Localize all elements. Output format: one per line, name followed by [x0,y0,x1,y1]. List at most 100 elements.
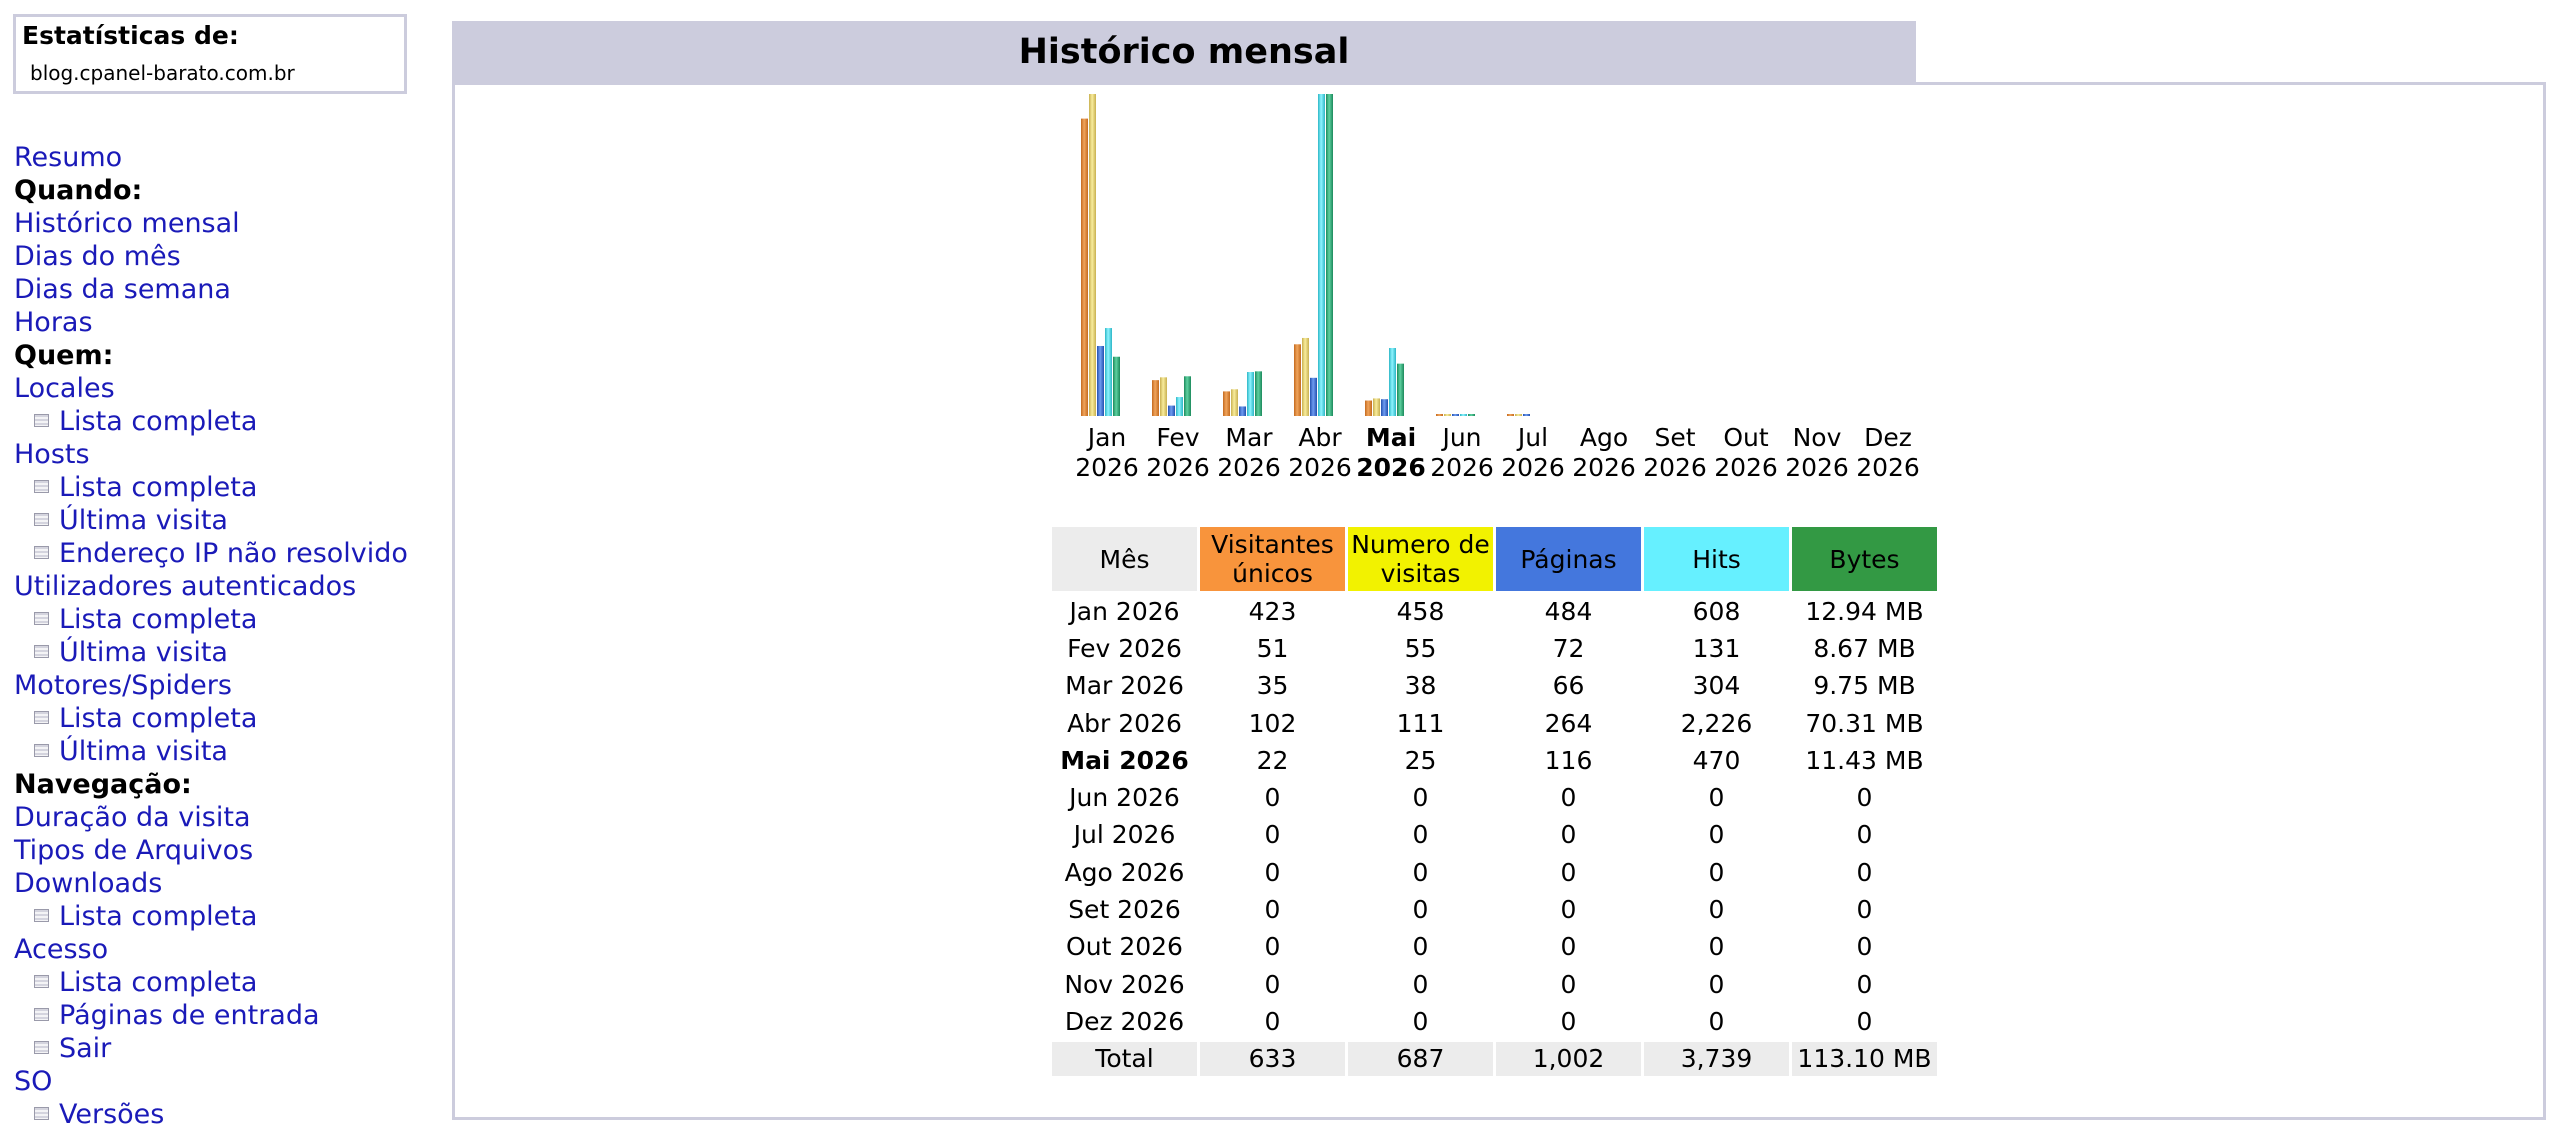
cell-hits: 0 [1708,783,1725,813]
menu-link-lista-completa[interactable]: Lista completa [14,900,414,933]
menu-link-ultima-visita[interactable]: Última visita [14,636,414,669]
month-label-year: 2026 [1856,453,1920,482]
menu-item-label: Última visita [59,505,228,536]
month-label-year: 2026 [1288,453,1352,482]
sub-item-bullet-icon [34,645,49,658]
sub-item-bullet-icon [34,480,49,493]
table-body: Jan 2026 423 458 484 608 12.94 MB Fev 2026 51 55… [1052,594,1937,1076]
cell-visits: 458 [1396,596,1445,626]
menu-link-endereco-ip-nao-resolvido[interactable]: Endereço IP não resolvido [14,537,414,570]
table-row: Abr 2026 102 111 264 2,226 70.31 MB [1052,706,1937,740]
menu-link-duracao-da-visita[interactable]: Duração da visita [14,801,414,834]
header-visitors: Visitantes únicos [1200,527,1345,591]
menu-link-tipos-de-arquivos[interactable]: Tipos de Arquivos [14,834,414,867]
menu-link-horas[interactable]: Horas [14,306,414,339]
cell-hits: 304 [1692,671,1741,701]
menu-link-hosts[interactable]: Hosts [14,438,414,471]
table-row: Mai 2026 22 25 116 470 11.43 MB [1052,743,1937,777]
menu-link-so[interactable]: SO [14,1065,414,1098]
menu-item-label: Resumo [14,142,123,173]
cell-visits: 0 [1412,783,1429,813]
month-label: Out 2026 [1711,423,1781,483]
sub-item-bullet-icon [34,909,49,922]
month-label-month: Nov [1792,423,1842,452]
menu-link-dias-do-mes[interactable]: Dias do mês [14,240,414,273]
month-label-year: 2026 [1643,453,1707,482]
menu-link-sair[interactable]: Sair [14,1032,414,1065]
menu-link-lista-completa[interactable]: Lista completa [14,405,414,438]
sub-item-bullet-icon [34,414,49,427]
month-label: Jan 2026 [1072,423,1142,483]
menu-link-locales[interactable]: Locales [14,372,414,405]
table-row: Mar 2026 35 38 66 304 9.75 MB [1052,669,1937,703]
cell-pages: 484 [1544,596,1593,626]
cell-month: Ago 2026 [1064,857,1185,887]
cell-visitors: 22 [1256,745,1289,775]
menu-link-lista-completa[interactable]: Lista completa [14,702,414,735]
menu-item-label: Quando: [14,175,143,206]
monthly-bar-chart [1081,94,1530,416]
menu-link-lista-completa[interactable]: Lista completa [14,966,414,999]
bar-2 [1239,406,1246,416]
bar-group [1365,348,1404,416]
cell-bytes: 0 [1856,783,1873,813]
cell-visitors: 0 [1264,932,1281,962]
menu-link-historico-mensal[interactable]: Histórico mensal [14,207,414,240]
menu-link-paginas-de-entrada[interactable]: Páginas de entrada [14,999,414,1032]
menu-item-label: Última visita [59,637,228,668]
cell-visitors: 0 [1264,857,1281,887]
menu-link-acesso[interactable]: Acesso [14,933,414,966]
menu-link-lista-completa[interactable]: Lista completa [14,603,414,636]
menu-link-downloads[interactable]: Downloads [14,867,414,900]
menu-link-dias-da-semana[interactable]: Dias da semana [14,273,414,306]
cell-hits: 0 [1708,932,1725,962]
menu-link-motores-spiders[interactable]: Motores/Spiders [14,669,414,702]
bar-4 [1255,371,1262,416]
cell-hits: 0 [1708,1006,1725,1036]
menu-link-versoes[interactable]: Versões [14,1098,414,1131]
bar-1 [1160,377,1167,416]
cell-visitors: 0 [1264,1006,1281,1036]
cell-visits: 55 [1404,633,1437,663]
cell-pages: 116 [1544,745,1593,775]
bar-4 [1326,94,1333,416]
month-label-month: Dez [1864,423,1912,452]
cell-visits: 111 [1396,708,1445,738]
cell-hits: 2,226 [1680,708,1753,738]
menu-link-lista-completa[interactable]: Lista completa [14,471,414,504]
month-label-month: Abr [1298,423,1342,452]
cell-month: Out 2026 [1066,932,1183,962]
month-label: Mai 2026 [1356,423,1426,483]
header-hits: Hits [1644,527,1789,591]
bar-1 [1515,414,1522,416]
bar-2 [1381,399,1388,416]
menu-item-label: Sair [59,1033,112,1064]
bar-group [1294,94,1333,416]
bar-2 [1452,414,1459,416]
menu-item-label: Tipos de Arquivos [14,835,254,866]
menu-item-label: Utilizadores autenticados [14,571,357,602]
menu-link-ultima-visita[interactable]: Última visita [14,504,414,537]
cell-month: Set 2026 [1068,895,1181,925]
bar-2 [1523,414,1530,416]
menu-heading-quando: Quando: [14,174,414,207]
menu-link-ultima-visita[interactable]: Última visita [14,735,414,768]
month-label: Fev 2026 [1143,423,1213,483]
month-label: Abr 2026 [1285,423,1355,483]
cell-hits: 0 [1708,969,1725,999]
cell-bytes: 0 [1856,969,1873,999]
table-header-row: Mês Visitantes únicos Numero de visitas … [1052,527,1937,591]
bar-0 [1365,400,1372,416]
cell-hits: 608 [1692,596,1741,626]
table-row: Nov 2026 0 0 0 0 0 [1052,967,1937,1001]
cell-month: Mar 2026 [1065,671,1184,701]
month-label-year: 2026 [1501,453,1565,482]
month-label-year: 2026 [1356,453,1426,482]
month-label: Mar 2026 [1214,423,1284,483]
bar-0 [1436,414,1443,416]
cell-visits: 38 [1404,671,1437,701]
table-row: Dez 2026 0 0 0 0 0 [1052,1004,1937,1038]
menu-link-resumo[interactable]: Resumo [14,141,414,174]
cell-visits: 0 [1412,857,1429,887]
menu-link-utilizadores-autenticados[interactable]: Utilizadores autenticados [14,570,414,603]
